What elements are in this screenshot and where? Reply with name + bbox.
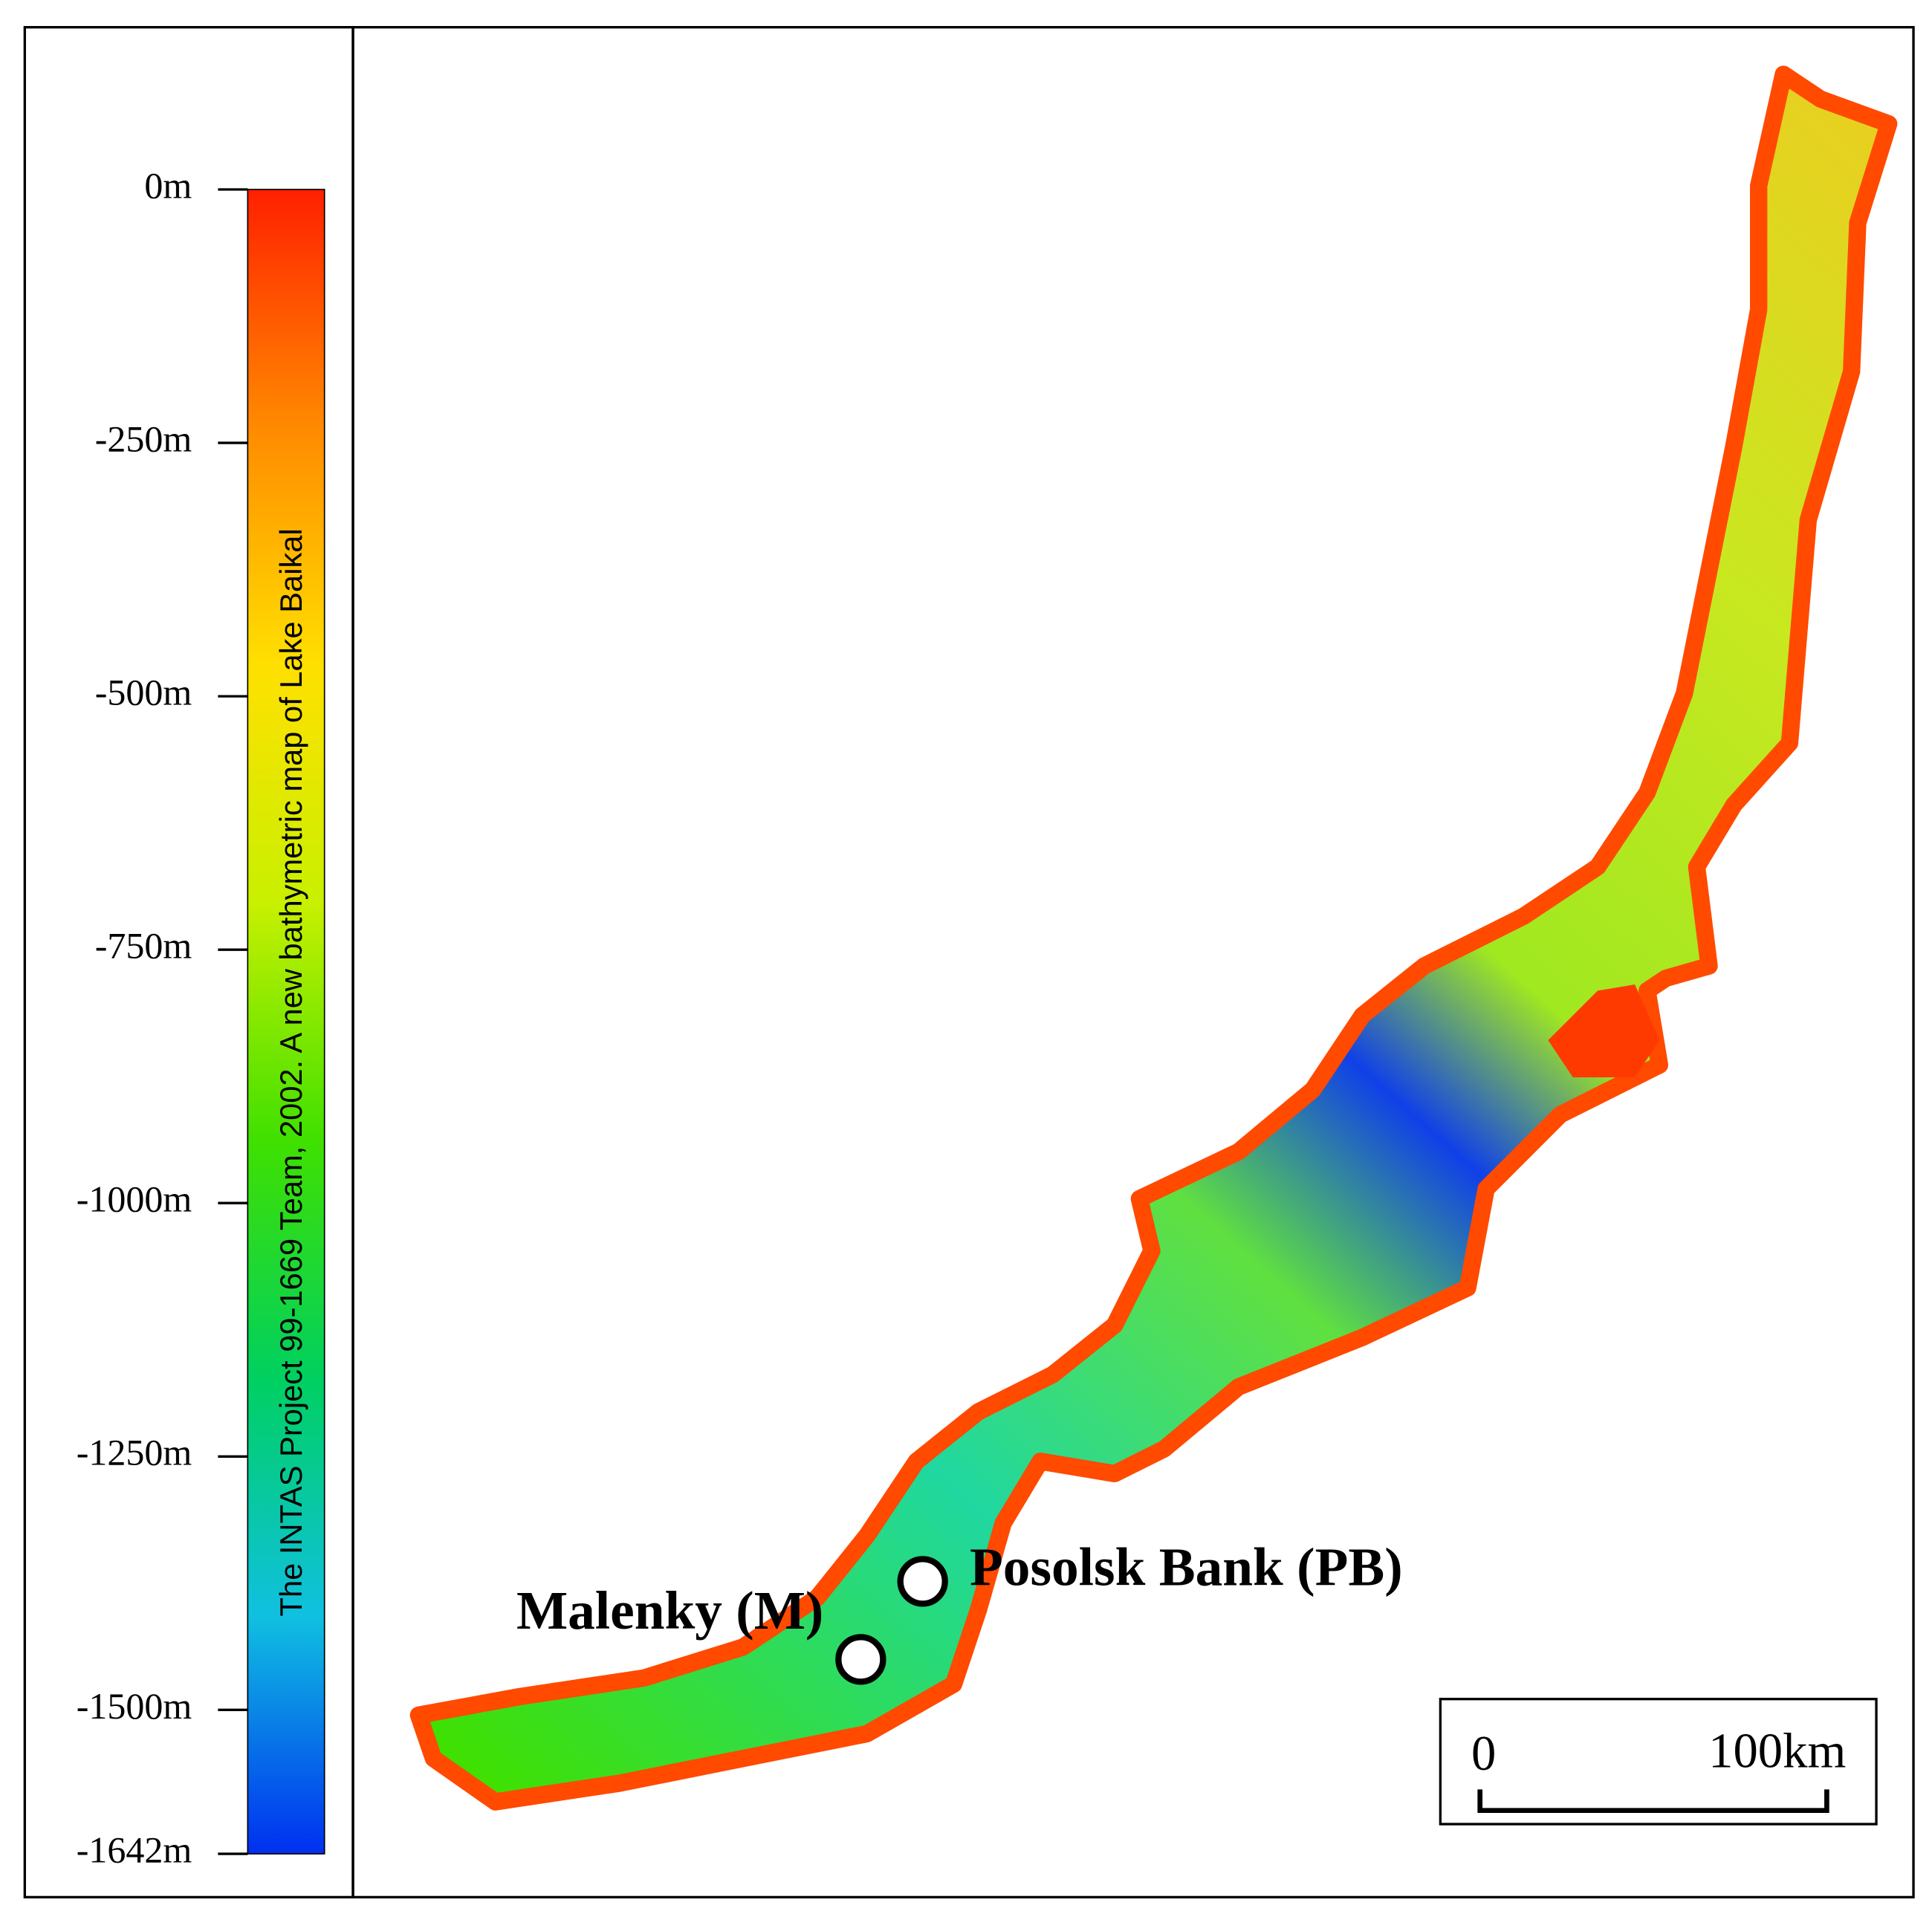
scale-bar: [1477, 1789, 1829, 1814]
colorbar-tick-label: 0m: [144, 164, 192, 206]
site-label: Malenky (M): [516, 1580, 823, 1641]
lake-baikal: [409, 65, 1898, 1811]
peninsula: [1548, 984, 1660, 1078]
colorbar-tick-label: -750m: [95, 925, 192, 967]
map-frame: [351, 26, 1915, 1899]
colorbar-tick-label: -500m: [95, 672, 192, 713]
colorbar-tick-label: -250m: [95, 418, 192, 460]
colorbar-tick-label: -1000m: [77, 1178, 192, 1220]
colorbar-caption: The INTAS Project 99-1669 Team, 2002. A …: [273, 528, 308, 1616]
colorbar-tick-label: -1500m: [77, 1685, 192, 1727]
scale-bar-label: 0: [1471, 1727, 1496, 1781]
colorbar: [247, 189, 325, 1855]
colorbar-tick-label: -1642m: [77, 1829, 192, 1871]
site-marker: [897, 1556, 948, 1607]
site-label: Posolsk Bank (PB): [970, 1537, 1403, 1597]
site-marker: [835, 1634, 886, 1685]
scale-bar-label: 100km: [1708, 1725, 1846, 1779]
scale-bar-box: [1439, 1698, 1878, 1826]
colorbar-tick-label: -1250m: [77, 1432, 192, 1473]
